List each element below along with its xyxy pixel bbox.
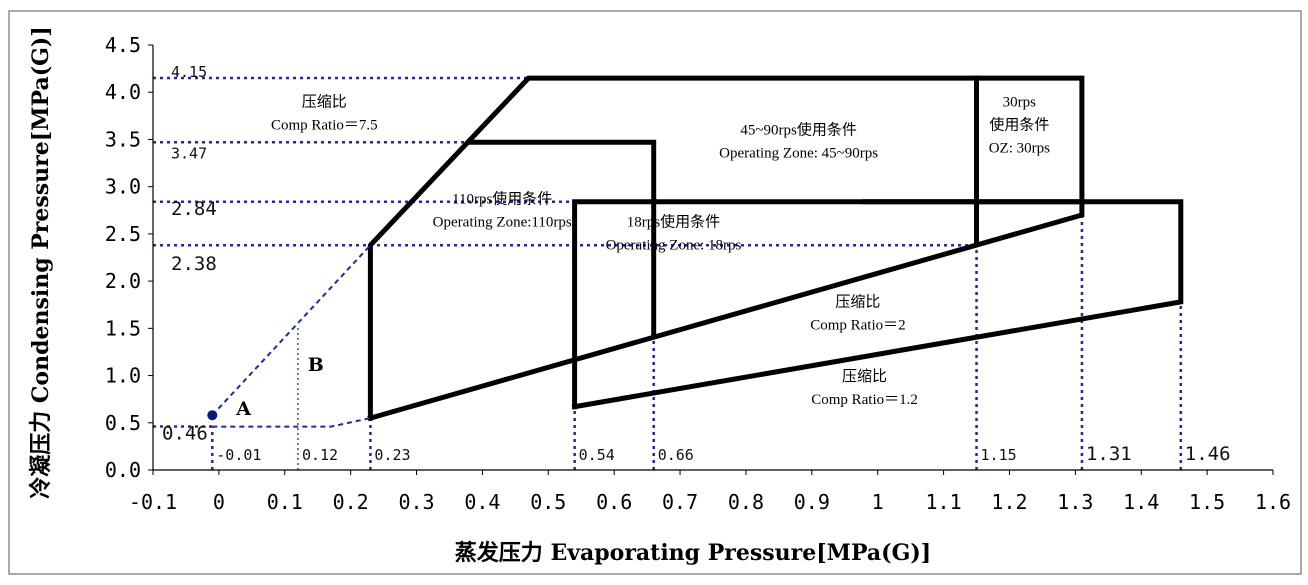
envelope-boundary-line: [571, 199, 1184, 410]
annotation-block: 110rps使用条件 Operating Zone:110rps: [433, 191, 572, 231]
annotation-text: Operating Zone: 45~90rps: [719, 146, 878, 162]
point-marker: [207, 410, 218, 421]
annotation-text: 30rps: [1003, 94, 1036, 110]
annotation-block: 压缩比 Comp Ratio＝2: [810, 294, 905, 334]
x-tick-label: 0.7: [662, 490, 698, 514]
annotation-text: 110rps使用条件: [452, 191, 552, 208]
x-tick-label: 1.4: [1123, 490, 1159, 514]
y-tick-label: 2.5: [105, 222, 141, 246]
annotation-block: 18rps使用条件 Operating Zone: 18rps: [606, 213, 742, 253]
x-tick-label: 1: [872, 490, 884, 514]
reference-label-y: 4.15: [171, 63, 207, 81]
reference-label-x: 0.23: [374, 446, 410, 464]
reference-label-x: 1.15: [981, 446, 1017, 464]
reference-label-x: 1.31: [1086, 443, 1132, 465]
x-tick-label: 0.3: [398, 490, 434, 514]
annotation-text: Comp Ratio＝7.5: [271, 117, 378, 133]
x-tick-label: 0.8: [728, 490, 764, 514]
y-tick-label: 0.0: [105, 458, 141, 482]
reference-label-y: 0.46: [162, 423, 208, 445]
reference-label-x: -0.01: [216, 446, 261, 464]
annotation-text: 压缩比: [842, 368, 887, 385]
annotation-text: Comp Ratio＝2: [810, 318, 905, 334]
x-tick-label: 0: [213, 490, 225, 514]
x-tick-label: 0.6: [596, 490, 632, 514]
y-tick-label: 2.0: [105, 269, 141, 293]
annotation-block: 压缩比 Comp Ratio＝1.2: [811, 368, 918, 408]
reference-label-x: 0.12: [302, 446, 338, 464]
y-axis-title: 冷凝压力 Condensing Pressure[MPa(G)]: [28, 26, 54, 498]
y-tick-label: 4.0: [105, 80, 141, 104]
reference-label-y: 3.47: [171, 144, 207, 162]
annotation-text: Operating Zone:110rps: [433, 215, 572, 231]
reference-label-x: 1.46: [1185, 443, 1231, 465]
extension-line: [211, 244, 372, 416]
annotation-block: 30rps 使用条件 OZ: 30rps: [989, 94, 1050, 156]
y-tick-label: 3.5: [105, 127, 141, 151]
x-tick-label: 0.4: [464, 490, 500, 514]
x-tick-label: 0.2: [333, 490, 369, 514]
annotation-text: OZ: 30rps: [989, 140, 1050, 156]
y-tick-label: 1.0: [105, 364, 141, 388]
x-tick-label: 1.5: [1189, 490, 1225, 514]
reference-label-x: 0.54: [579, 446, 615, 464]
x-tick-label: -0.1: [129, 490, 177, 514]
y-tick-label: 1.5: [105, 316, 141, 340]
annotation-text: Operating Zone: 18rps: [606, 237, 742, 253]
x-tick-label: 1.3: [1057, 490, 1093, 514]
region-label: B: [308, 354, 324, 376]
x-tick-label: 0.1: [267, 490, 303, 514]
x-tick-label: 1.2: [991, 490, 1027, 514]
x-tick-label: 0.9: [794, 490, 830, 514]
y-tick-label: 0.5: [105, 411, 141, 435]
annotation-text: Comp Ratio＝1.2: [811, 392, 918, 408]
x-tick-label: 1.6: [1255, 490, 1291, 514]
x-axis-title: 蒸发压力 Evaporating Pressure[MPa(G)]: [455, 540, 931, 566]
reference-label-y: 2.84: [171, 198, 217, 220]
envelope-boundary-line: [367, 75, 1085, 422]
extension-line: [212, 417, 371, 428]
annotation-text: 45~90rps使用条件: [740, 122, 856, 139]
outer-frame: [8, 10, 1302, 575]
annotation-text: 使用条件: [989, 116, 1049, 133]
reference-label-y: 2.38: [171, 253, 217, 275]
annotation-block: 45~90rps使用条件 Operating Zone: 45~90rps: [719, 122, 878, 162]
envelope-boundary-line: [466, 139, 657, 338]
x-tick-label: 1.1: [926, 490, 962, 514]
reference-label-x: 0.66: [658, 446, 694, 464]
annotation-block: 压缩比 Comp Ratio＝7.5: [271, 93, 378, 133]
y-tick-label: 3.0: [105, 175, 141, 199]
annotation-text: 18rps使用条件: [627, 213, 720, 230]
point-label: A: [235, 398, 251, 420]
annotation-text: 压缩比: [835, 294, 880, 311]
y-tick-label: 4.5: [105, 33, 141, 57]
x-tick-label: 0.5: [530, 490, 566, 514]
annotation-text: 压缩比: [302, 93, 347, 110]
